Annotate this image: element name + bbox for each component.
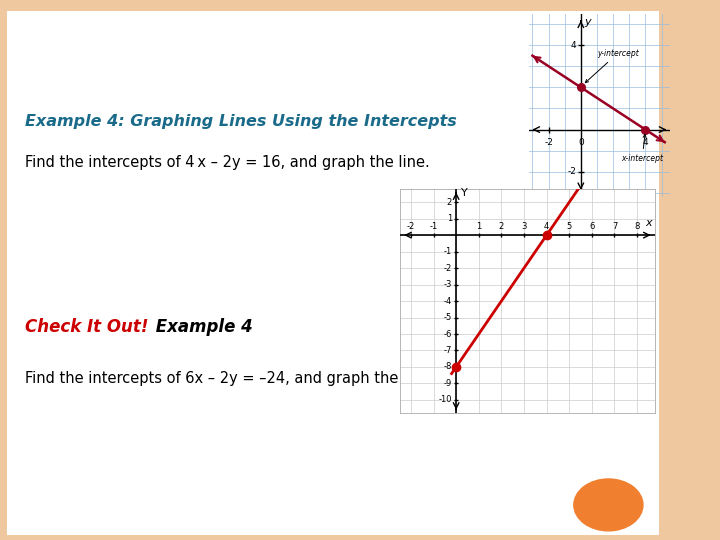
Text: 1: 1 [476,221,482,231]
Text: -9: -9 [444,379,452,388]
Text: Find the intercepts of 4 x – 2y = 16, and graph the line.: Find the intercepts of 4 x – 2y = 16, an… [25,154,430,170]
Text: 2: 2 [447,198,452,207]
Text: 2: 2 [499,221,504,231]
Text: 5: 5 [567,221,572,231]
Text: 0: 0 [578,138,584,147]
Text: -3: -3 [444,280,452,289]
Text: 1: 1 [447,214,452,223]
Text: Example 4: Graphing Lines Using the Intercepts: Example 4: Graphing Lines Using the Inte… [25,114,457,129]
Text: Find the intercepts of 6x – 2y = –24, and graph the line.: Find the intercepts of 6x – 2y = –24, an… [25,370,435,386]
Text: -7: -7 [444,346,452,355]
Text: 8: 8 [634,221,640,231]
Text: -5: -5 [444,313,452,322]
Text: 7: 7 [612,221,617,231]
Text: -2: -2 [407,221,415,231]
Text: 4: 4 [544,221,549,231]
Text: 4: 4 [570,40,576,50]
Bar [659,11,713,535]
Text: -10: -10 [438,395,452,404]
Text: x-intercept: x-intercept [549,200,641,234]
Text: -2: -2 [544,138,553,147]
Text: 3: 3 [521,221,527,231]
Text: -8: -8 [444,362,452,372]
Text: -2: -2 [567,167,576,176]
Text: 4: 4 [642,138,648,147]
Text: -1: -1 [429,221,438,231]
Text: y: y [584,17,590,27]
Text: x-intercept: x-intercept [621,134,663,163]
Text: y-intercept: y-intercept [585,49,639,83]
Text: -6: -6 [444,329,452,339]
Text: -2: -2 [444,264,452,273]
Text: Y: Y [461,188,467,198]
Text: y-intercept: y-intercept [461,358,548,372]
Circle shape [574,479,643,531]
Text: Check It Out!: Check It Out! [25,318,149,336]
Text: Example 4: Example 4 [150,318,253,336]
Text: x: x [645,218,652,228]
Text: -4: -4 [444,296,452,306]
Text: -1: -1 [444,247,452,256]
Text: 6: 6 [589,221,595,231]
